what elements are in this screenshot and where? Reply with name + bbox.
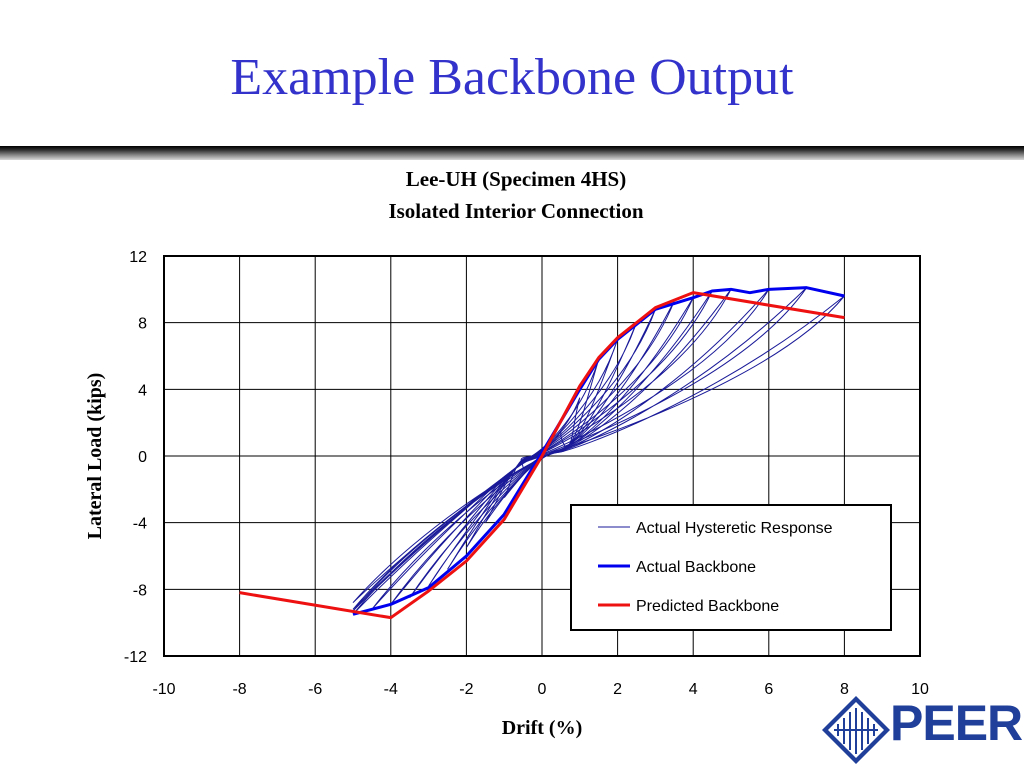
legend-label-hysteretic: Actual Hysteretic Response (636, 520, 833, 537)
peer-logo-text: PEER (890, 695, 1023, 751)
title-divider (0, 146, 1024, 160)
x-tick-label: 8 (840, 681, 849, 698)
y-tick-label: 12 (129, 249, 147, 266)
x-axis-label: Drift (%) (502, 717, 583, 739)
x-tick-label: 6 (764, 681, 773, 698)
x-tick-label: -2 (459, 681, 473, 698)
y-axis-label: Lateral Load (kips) (84, 373, 106, 540)
legend-label-actual-backbone: Actual Backbone (636, 559, 756, 576)
predicted-backbone-line (239, 291, 845, 620)
peer-diamond-icon (822, 696, 890, 764)
x-tick-label: -10 (152, 681, 175, 698)
plot-frame (163, 255, 921, 657)
chart-title: Lee-UH (Specimen 4HS) (406, 167, 626, 191)
y-tick-label: 0 (138, 449, 147, 466)
x-tick-label: 0 (538, 681, 547, 698)
x-tick-label: -4 (384, 681, 398, 698)
y-tick-label: -8 (133, 582, 147, 599)
x-tick-label: 10 (911, 681, 929, 698)
tick-labels: -10 -8 -6 -4 -2 0 2 4 6 8 10 -12 -8 -4 0 4 8 12 (124, 249, 929, 698)
x-tick-label: 2 (613, 681, 622, 698)
y-tick-label: 8 (138, 316, 147, 333)
x-tick-label: 4 (689, 681, 698, 698)
chart-subtitle: Isolated Interior Connection (388, 199, 643, 223)
y-tick-label: -4 (133, 516, 147, 533)
peer-logo (822, 696, 890, 764)
y-tick-label: -12 (124, 649, 147, 666)
y-tick-label: 4 (138, 382, 147, 399)
x-tick-label: -8 (232, 681, 246, 698)
slide-title: Example Backbone Output (230, 49, 794, 106)
legend-label-predicted-backbone: Predicted Backbone (636, 598, 779, 615)
backbone-curves (239, 286, 845, 620)
legend: Actual Hysteretic Response Actual Backbo… (570, 504, 892, 631)
x-tick-label: -6 (308, 681, 322, 698)
